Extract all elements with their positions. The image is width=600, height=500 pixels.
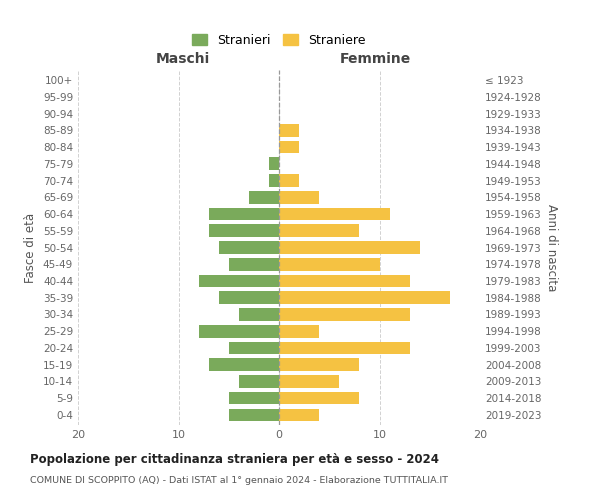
Bar bbox=[229, 408, 279, 421]
Bar bbox=[279, 124, 299, 136]
Bar bbox=[269, 174, 279, 187]
Bar bbox=[279, 224, 359, 237]
Bar bbox=[269, 158, 279, 170]
Bar bbox=[209, 224, 279, 237]
Bar bbox=[209, 358, 279, 371]
Bar bbox=[279, 208, 389, 220]
Bar bbox=[199, 325, 279, 338]
Bar bbox=[279, 140, 299, 153]
Bar bbox=[229, 258, 279, 270]
Bar bbox=[279, 358, 359, 371]
Text: Maschi: Maschi bbox=[155, 52, 209, 66]
Bar bbox=[239, 375, 279, 388]
Bar bbox=[239, 308, 279, 321]
Text: Popolazione per cittadinanza straniera per età e sesso - 2024: Popolazione per cittadinanza straniera p… bbox=[30, 452, 439, 466]
Bar bbox=[199, 274, 279, 287]
Bar bbox=[279, 174, 299, 187]
Bar bbox=[218, 241, 279, 254]
Bar bbox=[229, 342, 279, 354]
Bar bbox=[209, 208, 279, 220]
Text: Femmine: Femmine bbox=[340, 52, 411, 66]
Bar bbox=[229, 392, 279, 404]
Bar bbox=[279, 408, 319, 421]
Bar bbox=[279, 392, 359, 404]
Bar bbox=[249, 191, 279, 203]
Y-axis label: Fasce di età: Fasce di età bbox=[25, 212, 37, 282]
Bar bbox=[218, 292, 279, 304]
Bar bbox=[279, 342, 410, 354]
Text: COMUNE DI SCOPPITO (AQ) - Dati ISTAT al 1° gennaio 2024 - Elaborazione TUTTITALI: COMUNE DI SCOPPITO (AQ) - Dati ISTAT al … bbox=[30, 476, 448, 485]
Bar bbox=[279, 308, 410, 321]
Bar bbox=[279, 325, 319, 338]
Bar bbox=[279, 375, 340, 388]
Bar bbox=[279, 191, 319, 203]
Bar bbox=[279, 274, 410, 287]
Legend: Stranieri, Straniere: Stranieri, Straniere bbox=[188, 30, 370, 50]
Bar bbox=[279, 241, 420, 254]
Bar bbox=[279, 292, 450, 304]
Bar bbox=[279, 258, 380, 270]
Y-axis label: Anni di nascita: Anni di nascita bbox=[545, 204, 558, 291]
